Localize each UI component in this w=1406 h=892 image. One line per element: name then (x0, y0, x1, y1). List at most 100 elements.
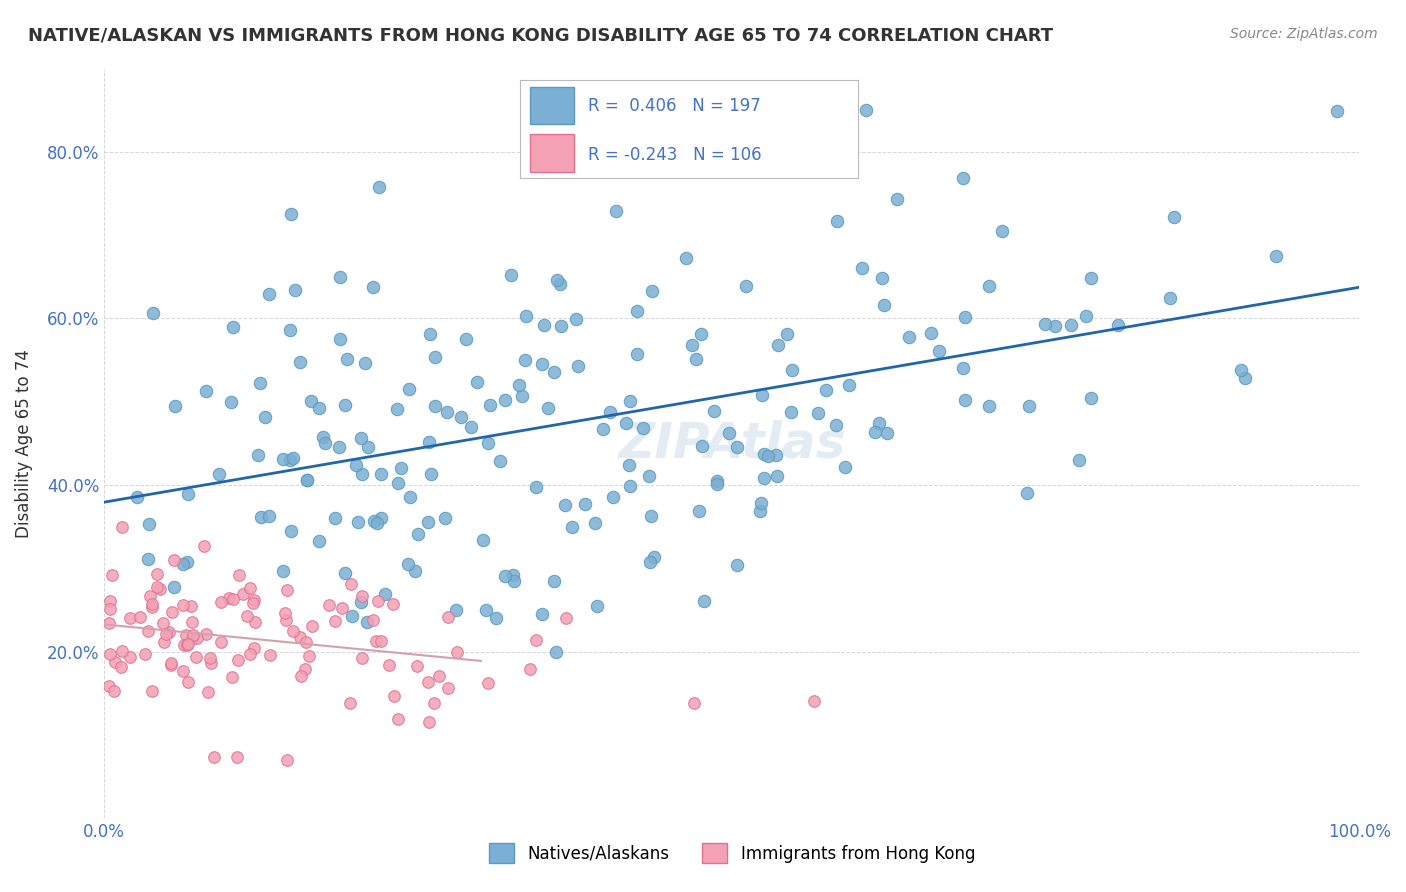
Point (863, 425, 886, 439)
Point (208, 467, 231, 482)
Point (619, 393, 641, 408)
Point (271, 564, 294, 578)
Point (1080, 270, 1102, 285)
Point (583, 516, 606, 530)
Point (477, 676, 499, 690)
Point (1080, 391, 1102, 405)
Point (546, 645, 568, 659)
Point (221, 319, 243, 334)
Point (294, 662, 316, 676)
Point (450, 410, 472, 425)
Point (101, 568, 124, 582)
Point (276, 753, 298, 767)
Point (284, 283, 307, 297)
Point (725, 440, 748, 454)
Point (361, 613, 384, 627)
Point (193, 539, 215, 553)
Point (243, 615, 266, 629)
Point (533, 318, 555, 333)
Point (228, 568, 250, 582)
Point (118, 649, 141, 664)
Point (1017, 485, 1039, 500)
Point (643, 550, 665, 565)
Point (152, 615, 174, 630)
Point (471, 533, 494, 547)
Point (100, 601, 122, 615)
Text: R = -0.243   N = 106: R = -0.243 N = 106 (588, 146, 761, 164)
Point (897, 329, 920, 343)
Point (602, 490, 624, 504)
Point (149, 582, 172, 596)
Point (225, 750, 247, 764)
Point (344, 458, 367, 472)
Point (868, 416, 890, 430)
Point (243, 640, 266, 655)
Point (617, 458, 640, 472)
Point (427, 669, 450, 683)
Point (436, 609, 458, 624)
Point (485, 611, 508, 625)
Point (991, 223, 1014, 237)
Point (756, 449, 779, 463)
Point (333, 566, 356, 580)
Point (118, 611, 141, 625)
Point (1107, 318, 1129, 333)
Point (1229, 362, 1251, 376)
Point (782, 363, 804, 377)
Point (242, 596, 264, 610)
Point (177, 674, 200, 689)
Point (97, 615, 120, 630)
Point (531, 607, 554, 622)
Point (340, 609, 363, 624)
Point (460, 420, 482, 434)
Point (356, 440, 378, 454)
Point (752, 470, 775, 484)
Point (718, 425, 741, 440)
Point (181, 632, 204, 646)
Point (301, 394, 323, 409)
Point (308, 401, 330, 415)
Text: NATIVE/ALASKAN VS IMMIGRANTS FROM HONG KONG DISABILITY AGE 65 TO 74 CORRELATION : NATIVE/ALASKAN VS IMMIGRANTS FROM HONG K… (28, 27, 1053, 45)
Point (177, 637, 200, 651)
Point (298, 649, 321, 664)
Point (232, 586, 254, 600)
Y-axis label: Disability Age 65 to 74: Disability Age 65 to 74 (15, 349, 32, 538)
Point (280, 207, 302, 221)
Point (239, 647, 262, 661)
Point (353, 356, 375, 370)
Point (111, 520, 134, 534)
Point (825, 418, 848, 433)
Point (314, 436, 336, 450)
Point (382, 597, 405, 611)
Point (465, 375, 488, 389)
Point (198, 651, 221, 665)
Point (1074, 309, 1097, 323)
Point (690, 439, 713, 453)
Point (543, 365, 565, 379)
Point (290, 669, 312, 683)
Point (477, 436, 499, 450)
Point (765, 448, 787, 462)
Point (928, 343, 950, 358)
Point (747, 149, 769, 163)
Point (235, 608, 257, 623)
Point (838, 378, 860, 392)
Point (1069, 453, 1091, 467)
Point (418, 714, 440, 729)
Point (637, 469, 659, 483)
Point (681, 338, 703, 352)
Point (543, 574, 565, 589)
Point (177, 487, 200, 501)
Point (346, 515, 368, 529)
Point (297, 473, 319, 487)
Point (1033, 318, 1056, 332)
Point (160, 657, 183, 672)
Point (1163, 210, 1185, 224)
Point (531, 357, 554, 371)
Point (200, 656, 222, 670)
Point (288, 630, 311, 644)
Point (389, 461, 412, 475)
Point (242, 593, 264, 607)
Point (499, 268, 522, 282)
Point (129, 609, 152, 624)
